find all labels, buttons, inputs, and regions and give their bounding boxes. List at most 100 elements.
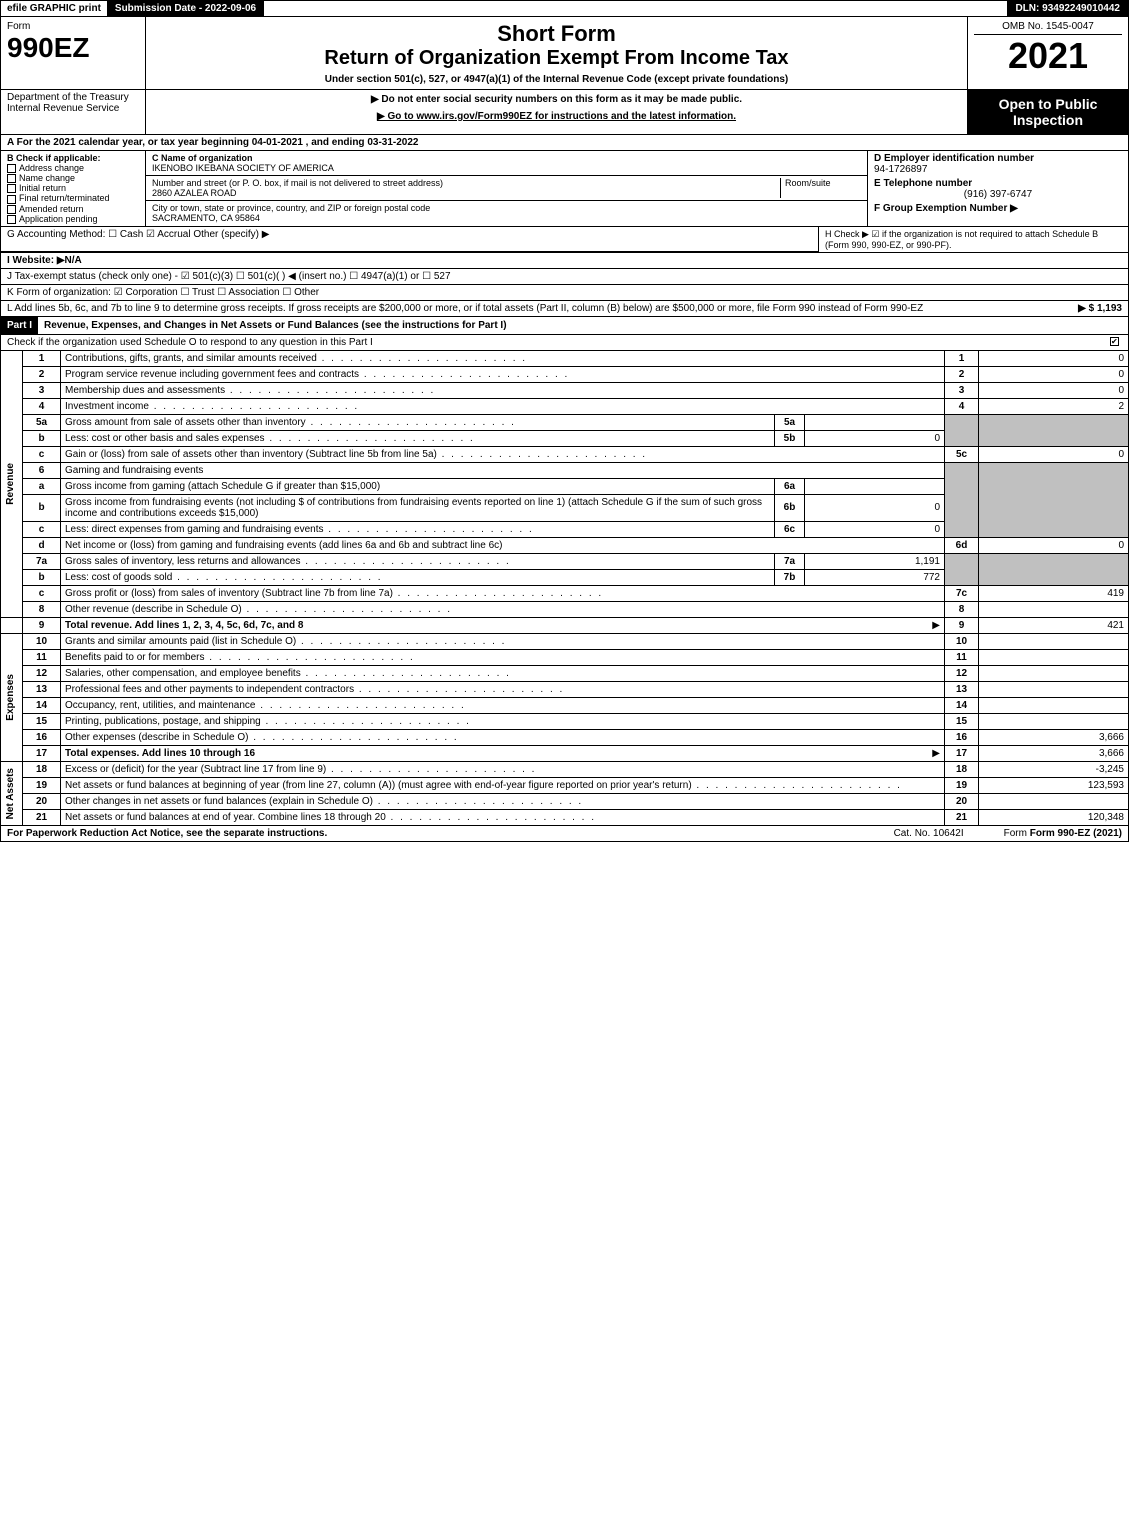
l8-d: Other revenue (describe in Schedule O) [61, 601, 945, 617]
l3-d: Membership dues and assessments [61, 382, 945, 398]
group-label: F Group Exemption Number ▶ [874, 203, 1122, 214]
l17-ln: 17 [945, 745, 979, 761]
b-item-5[interactable]: Application pending [7, 214, 139, 224]
l13-n: 13 [23, 681, 61, 697]
form-word: Form [7, 21, 139, 32]
footer-left: For Paperwork Reduction Act Notice, see … [7, 828, 327, 839]
col-b: B Check if applicable: Address change Na… [1, 151, 146, 226]
l15-ln: 15 [945, 713, 979, 729]
l15-d: Printing, publications, postage, and shi… [61, 713, 945, 729]
form-id-cell: Form 990EZ [1, 17, 146, 89]
part1-checkbox[interactable] [1110, 337, 1119, 346]
l2-n: 2 [23, 366, 61, 382]
return-title: Return of Organization Exempt From Incom… [152, 47, 961, 70]
l21-n: 21 [23, 809, 61, 825]
part1-check-text: Check if the organization used Schedule … [7, 337, 373, 348]
submission-date: Submission Date - 2022-09-06 [107, 1, 264, 16]
l12-v [979, 665, 1129, 681]
l1-ln: 1 [945, 351, 979, 367]
l18-n: 18 [23, 761, 61, 777]
l5b-d: Less: cost or other basis and sales expe… [61, 430, 775, 446]
l6a-n: a [23, 478, 61, 494]
l7b-iv: 772 [805, 569, 945, 585]
b-item-3[interactable]: Final return/terminated [7, 193, 139, 203]
l14-v [979, 697, 1129, 713]
l5a-il: 5a [775, 414, 805, 430]
l11-n: 11 [23, 649, 61, 665]
l12-n: 12 [23, 665, 61, 681]
l20-n: 20 [23, 793, 61, 809]
l4-n: 4 [23, 398, 61, 414]
b-item-4[interactable]: Amended return [7, 204, 139, 214]
room-suite: Room/suite [781, 178, 861, 198]
l5c-ln: 5c [945, 446, 979, 462]
header-row2: Department of the Treasury Internal Reve… [0, 90, 1129, 135]
l6b-iv: 0 [805, 494, 945, 521]
l13-v [979, 681, 1129, 697]
l17-n: 17 [23, 745, 61, 761]
l9-ln: 9 [945, 617, 979, 633]
form-number: 990EZ [7, 32, 139, 64]
section-bcdef: B Check if applicable: Address change Na… [0, 151, 1129, 227]
l8-ln: 8 [945, 601, 979, 617]
l20-d: Other changes in net assets or fund bala… [61, 793, 945, 809]
expenses-section: Expenses [1, 633, 23, 761]
l21-v: 120,348 [979, 809, 1129, 825]
lines-table: Revenue 1 Contributions, gifts, grants, … [0, 351, 1129, 826]
l6b-il: 6b [775, 494, 805, 521]
l5-grey-v [979, 414, 1129, 446]
l6c-iv: 0 [805, 521, 945, 537]
c-street: Number and street (or P. O. box, if mail… [146, 176, 867, 201]
city: SACRAMENTO, CA 95864 [152, 213, 260, 223]
l2-v: 0 [979, 366, 1129, 382]
title-cell: Short Form Return of Organization Exempt… [146, 17, 968, 89]
department: Department of the Treasury Internal Reve… [1, 90, 146, 134]
l5a-d: Gross amount from sale of assets other t… [61, 414, 775, 430]
part1-check-line: Check if the organization used Schedule … [0, 335, 1129, 351]
ein-label: D Employer identification number [874, 153, 1122, 164]
no-ssn: ▶ Do not enter social security numbers o… [152, 94, 961, 105]
l6d-n: d [23, 537, 61, 553]
b-item-1[interactable]: Name change [7, 173, 139, 183]
l6a-il: 6a [775, 478, 805, 494]
l17-d: Total expenses. Add lines 10 through 16 [61, 745, 945, 761]
org-name: IKENOBO IKEBANA SOCIETY OF AMERICA [152, 163, 334, 173]
l6c-il: 6c [775, 521, 805, 537]
l6-n: 6 [23, 462, 61, 478]
l9-d: Total revenue. Add lines 1, 2, 3, 4, 5c,… [61, 617, 945, 633]
b-title: B Check if applicable: [7, 153, 139, 163]
c-city: City or town, state or province, country… [146, 201, 867, 225]
l1-v: 0 [979, 351, 1129, 367]
b-item-0[interactable]: Address change [7, 163, 139, 173]
l16-d: Other expenses (describe in Schedule O) [61, 729, 945, 745]
l5a-n: 5a [23, 414, 61, 430]
l5b-iv: 0 [805, 430, 945, 446]
l5-grey [945, 414, 979, 446]
b-item-2[interactable]: Initial return [7, 183, 139, 193]
row-i: I Website: ▶N/A [0, 253, 1129, 269]
omb-year-cell: OMB No. 1545-0047 2021 [968, 17, 1128, 89]
l14-d: Occupancy, rent, utilities, and maintena… [61, 697, 945, 713]
l14-ln: 14 [945, 697, 979, 713]
l19-ln: 19 [945, 777, 979, 793]
l16-v: 3,666 [979, 729, 1129, 745]
row-l: L Add lines 5b, 6c, and 7b to line 9 to … [0, 301, 1129, 317]
col-c: C Name of organization IKENOBO IKEBANA S… [146, 151, 868, 226]
l11-d: Benefits paid to or for members [61, 649, 945, 665]
ein: 94-1726897 [874, 164, 1122, 175]
l21-d: Net assets or fund balances at end of ye… [61, 809, 945, 825]
short-form-title: Short Form [152, 21, 961, 47]
row-h: H Check ▶ ☑ if the organization is not r… [818, 227, 1128, 252]
accounting-method: G Accounting Method: ☐ Cash ☑ Accrual Ot… [1, 227, 818, 252]
footer-right: Form Form 990-EZ (2021) [1004, 828, 1122, 839]
row-j: J Tax-exempt status (check only one) - ☑… [0, 269, 1129, 285]
l12-d: Salaries, other compensation, and employ… [61, 665, 945, 681]
l5c-n: c [23, 446, 61, 462]
row-k: K Form of organization: ☑ Corporation ☐ … [0, 285, 1129, 301]
l20-ln: 20 [945, 793, 979, 809]
l3-v: 0 [979, 382, 1129, 398]
goto-link[interactable]: ▶ Go to www.irs.gov/Form990EZ for instru… [377, 111, 736, 122]
l10-n: 10 [23, 633, 61, 649]
efile-label[interactable]: efile GRAPHIC print [1, 1, 107, 16]
l7c-n: c [23, 585, 61, 601]
